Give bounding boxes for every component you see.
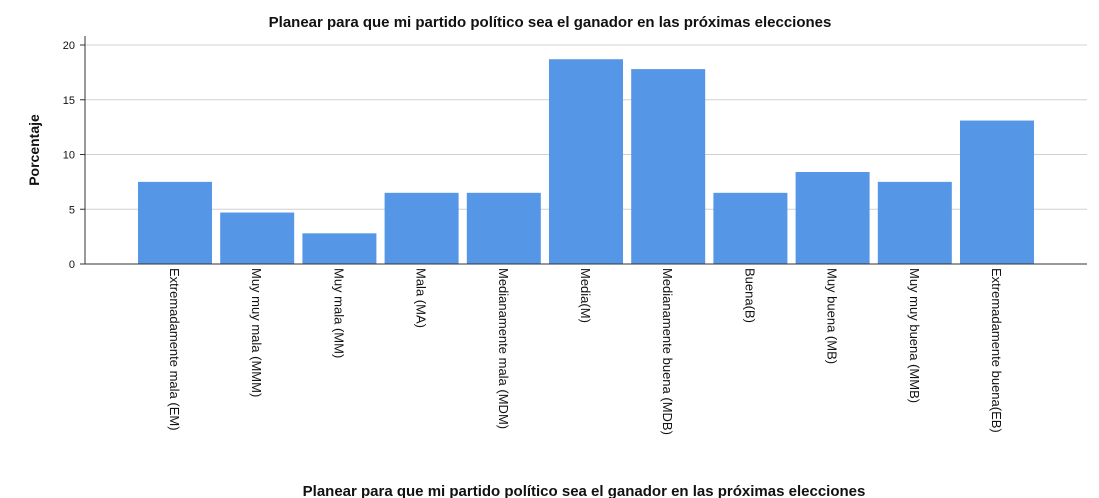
x-tick-label: Media(M): [578, 268, 593, 323]
y-axis-label: Porcentaje: [26, 114, 42, 186]
bars: [138, 59, 1034, 265]
y-tick-label: 10: [63, 150, 75, 162]
x-tick-label: Medianamente buena (MDB): [660, 268, 675, 435]
chart-title: Planear para que mi partido político sea…: [269, 14, 832, 31]
x-tick-label: Buena(B): [742, 268, 757, 323]
x-tick-label: Muy muy buena (MMB): [907, 268, 922, 403]
x-tick-label: Muy buena (MB): [825, 268, 840, 364]
bar: [960, 120, 1034, 265]
y-tick-label: 15: [63, 95, 75, 107]
x-tick-label: Extremadamente buena(EB): [989, 268, 1004, 433]
bar: [220, 212, 295, 264]
x-axis-label: Planear para que mi partido político sea…: [303, 483, 866, 498]
axes: [84, 36, 1087, 265]
bar: [466, 192, 541, 264]
bar: [795, 172, 870, 264]
x-tick-label: Extremadamente mala (EM): [167, 268, 182, 431]
bar: [384, 192, 459, 264]
bar: [302, 233, 377, 264]
x-tick-labels: Extremadamente mala (EM) Muy muy mala (MM…: [167, 268, 1004, 435]
bar: [631, 69, 706, 264]
x-tick-label: Medianamente mala (MDM): [496, 268, 511, 429]
bar: [549, 59, 623, 264]
x-tick-label: Muy mala (MM): [331, 268, 346, 358]
y-tick-label: 20: [63, 40, 75, 52]
x-tick-label: Mala (MA): [414, 268, 429, 328]
bar: [713, 192, 788, 264]
y-tick-label: 0: [69, 259, 75, 271]
y-tick-label: 5: [69, 204, 75, 216]
bar: [138, 181, 212, 264]
x-tick-label: Muy muy mala (MMM): [249, 268, 264, 397]
bar: [877, 181, 952, 264]
y-tick-labels: 0 5 10 15 20: [63, 40, 85, 271]
